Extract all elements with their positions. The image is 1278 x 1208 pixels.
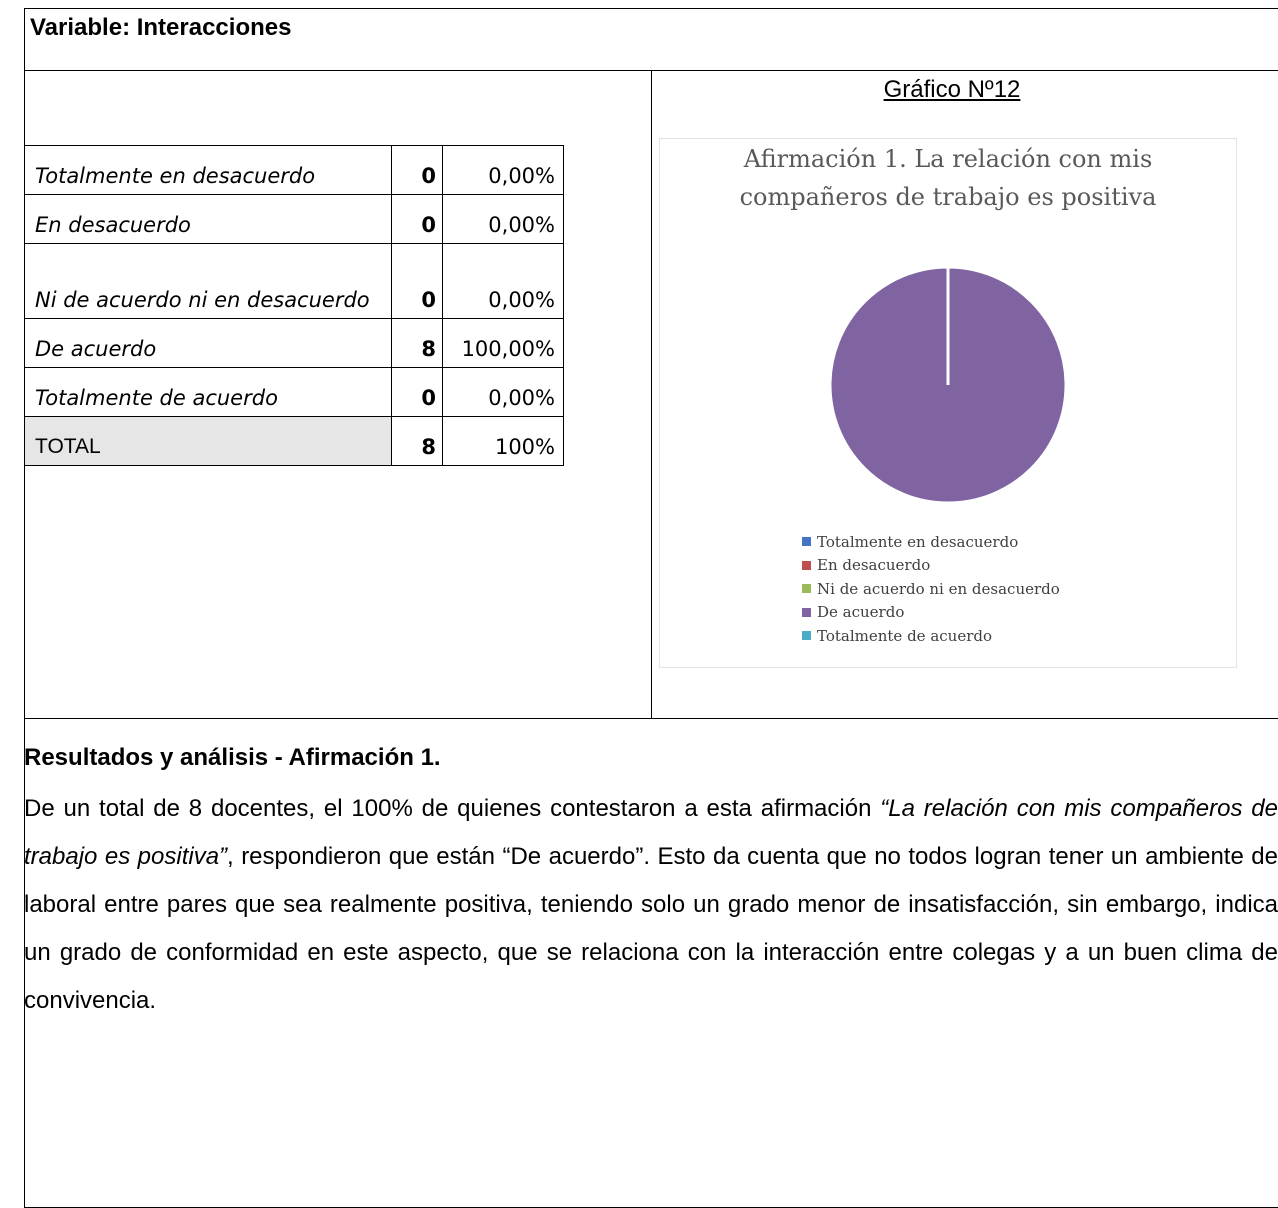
rule <box>24 718 1278 719</box>
table-cell: 0 <box>391 194 443 244</box>
chart-caption: Gráfico Nº12 <box>883 76 1021 103</box>
table-cell: De acuerdo <box>24 318 392 368</box>
table-cell: TOTAL <box>24 416 392 466</box>
legend-swatch <box>802 607 811 617</box>
table-cell: 8 <box>391 416 443 466</box>
table-cell: 8 <box>391 318 443 368</box>
table-cell: 0 <box>391 145 443 195</box>
legend-label: Totalmente en desacuerdo <box>817 532 1019 551</box>
table-cell: Ni de acuerdo ni en desacuerdo <box>24 243 392 319</box>
table-cell: 0 <box>391 243 443 319</box>
table-row: Totalmente de acuerdo 0 0,00% <box>24 367 564 417</box>
legend-item: Totalmente en desacuerdo <box>802 530 1060 554</box>
legend-swatch <box>802 584 811 594</box>
legend-item: Ni de acuerdo ni en desacuerdo <box>802 577 1060 601</box>
table-body: Totalmente en desacuerdo 0 0,00% En desacue… <box>24 145 564 466</box>
table-cell: Totalmente en desacuerdo <box>24 145 392 195</box>
chart-area <box>659 138 1237 668</box>
table-row: Ni de acuerdo ni en desacuerdo 0 0,00% <box>24 243 564 319</box>
table-cell: 0,00% <box>442 194 564 244</box>
paragraph: De un total de 8 docentes, el 100% de qu… <box>24 785 1278 1025</box>
legend-item: Totalmente de acuerdo <box>802 624 1060 648</box>
legend-label: De acuerdo <box>817 603 905 622</box>
table-cell: 100% <box>442 416 564 466</box>
table-cell: 0,00% <box>442 145 564 195</box>
table-cell: En desacuerdo <box>24 194 392 244</box>
legend-label: En desacuerdo <box>817 556 931 575</box>
table-row: TOTAL 8 100% <box>24 416 564 466</box>
legend-swatch <box>802 560 811 570</box>
table-cell: 0 <box>391 367 443 417</box>
table-cell: 0,00% <box>442 243 564 319</box>
text: , respondieron que están “De acuerdo”. E… <box>24 843 1278 1014</box>
quote: “La relación con mis compañeros de traba… <box>24 795 1278 870</box>
text: De un total de 8 docentes, el 100% de qu… <box>24 795 881 822</box>
table-cell: Totalmente de acuerdo <box>24 367 392 417</box>
section-heading: Resultados y análisis - Afirmación 1. <box>24 744 441 771</box>
legend-swatch <box>802 631 811 641</box>
legend-item: En desacuerdo <box>802 554 1060 578</box>
title: Variable: Interacciones <box>30 14 292 41</box>
legend-item: De acuerdo <box>802 601 1060 625</box>
divider <box>651 70 652 718</box>
table-cell: 0,00% <box>442 367 564 417</box>
legend: Totalmente en desacuerdo En desacuerdo Ni … <box>802 530 1060 648</box>
legend-label: Ni de acuerdo ni en desacuerdo <box>817 579 1060 598</box>
table: Totalmente en desacuerdo 0 0,00% En desacue… <box>24 145 564 466</box>
legend-label: Totalmente de acuerdo <box>817 626 993 645</box>
table-row: En desacuerdo 0 0,00% <box>24 194 564 244</box>
legend-swatch <box>802 537 811 547</box>
table-row: De acuerdo 8 100,00% <box>24 318 564 368</box>
chart-title: Afirmación 1. La relación con mis compañ… <box>739 145 1157 211</box>
table-row: Totalmente en desacuerdo 0 0,00% <box>24 145 564 195</box>
